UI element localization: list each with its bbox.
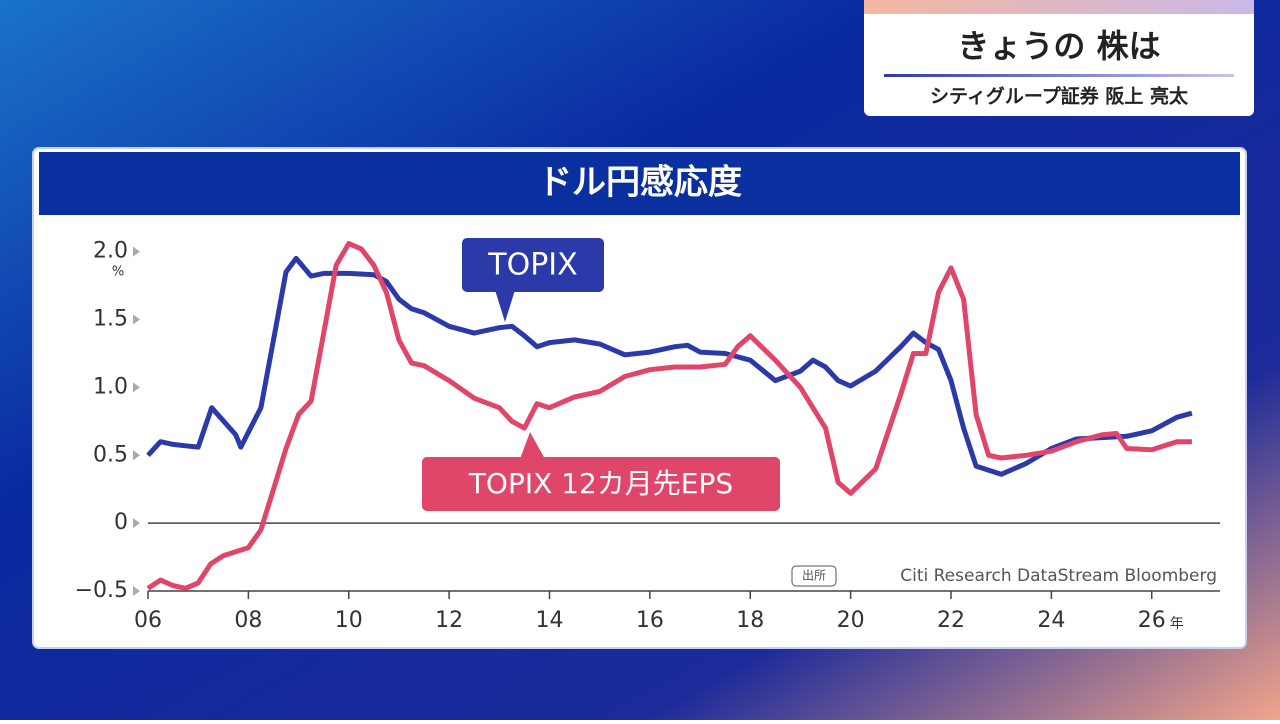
- program-card: きょうの 株は シティグループ証券 阪上 亮太: [864, 0, 1254, 116]
- callout-pointer: [520, 432, 545, 459]
- card-bg: [864, 0, 1254, 116]
- source-box: [791, 565, 837, 587]
- x-tick-label: 18: [736, 608, 764, 633]
- callouts: TOPIX TOPIX 12カ月先EPS: [422, 238, 780, 511]
- source-label: 出所: [802, 569, 826, 583]
- x-tick-label: 16: [636, 608, 664, 633]
- x-tick-label: 26: [1138, 608, 1166, 633]
- y-tick: [133, 450, 140, 461]
- card-top: [864, 0, 1254, 14]
- callout-box: [462, 238, 604, 292]
- y-tick-label: 2.0: [93, 239, 128, 264]
- chart-title: ドル円感応度: [538, 163, 742, 203]
- series-line: [146, 241, 1192, 591]
- y-tick: [133, 518, 140, 529]
- chart-header: [39, 152, 1240, 215]
- x-tick-label: 22: [937, 608, 965, 633]
- x-unit: 年: [1170, 616, 1184, 632]
- x-tick-label: 12: [435, 608, 463, 633]
- y-tick-label: −0.5: [75, 578, 128, 603]
- y-tick-label: 0: [114, 510, 128, 535]
- x-tick-label: 24: [1037, 608, 1065, 633]
- callout-box: [422, 457, 780, 511]
- y-tick-label: 0.5: [93, 442, 128, 467]
- x-tick-label: 20: [837, 608, 865, 633]
- x-tick-label: 10: [335, 608, 363, 633]
- x-tick-label: 06: [134, 608, 162, 633]
- y-tick-label: 1.5: [93, 307, 128, 332]
- guest: シティグループ証券 阪上 亮太: [930, 85, 1189, 108]
- x-tick-label: 14: [536, 608, 564, 633]
- source: Citi Research DataStream Bloomberg: [900, 566, 1217, 586]
- y-tick: [133, 586, 140, 596]
- plot: 2.0 1.5 1.0 0.5 0 −0.506 08 10 12 14 16 18 20 22 24 26 年: [75, 239, 1220, 633]
- callout-pointer: [495, 290, 515, 322]
- y-tick: [133, 382, 140, 393]
- series-line: [146, 255, 1193, 477]
- legend-label: TOPIX: [487, 248, 577, 283]
- y-tick: [133, 246, 140, 257]
- y-unit: %: [112, 265, 124, 280]
- y-tick-label: 1.0: [93, 374, 128, 399]
- legend-label: TOPIX 12カ月先EPS: [468, 467, 733, 500]
- y-tick: [133, 314, 140, 325]
- x-tick-label: 08: [234, 608, 262, 633]
- program-title: きょうの 株は: [957, 27, 1160, 65]
- card-rule: [884, 74, 1234, 77]
